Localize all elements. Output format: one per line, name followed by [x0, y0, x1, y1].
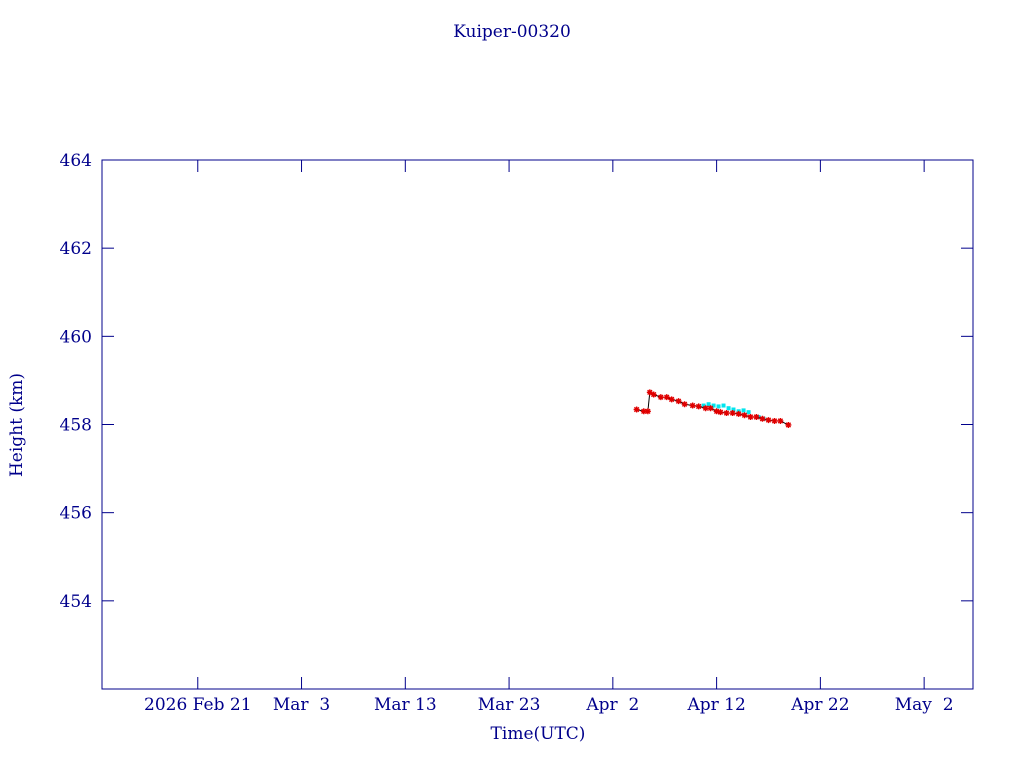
- data-point: [668, 396, 675, 403]
- x-axis-label: Time(UTC): [491, 724, 586, 744]
- data-point: [765, 417, 772, 424]
- data-point: [706, 402, 711, 407]
- x-tick-label: Mar 13: [374, 695, 437, 715]
- y-tick-label: 464: [60, 151, 92, 171]
- x-tick-label: Apr 12: [686, 695, 745, 715]
- data-point: [695, 403, 702, 410]
- data-point: [777, 417, 784, 424]
- data-point: [735, 410, 742, 417]
- data-point: [741, 412, 748, 419]
- data-point: [646, 389, 653, 396]
- data-point: [716, 404, 721, 409]
- y-tick-label: 456: [60, 504, 92, 524]
- data-point: [731, 407, 736, 412]
- x-tick-label: 2026 Feb 21: [144, 695, 252, 715]
- chart-title: Kuiper-00320: [453, 22, 571, 42]
- data-point: [753, 414, 760, 421]
- data-point: [702, 405, 709, 412]
- y-tick-label: 460: [60, 327, 92, 347]
- x-tick-label: Mar 3: [273, 695, 330, 715]
- data-point: [729, 410, 736, 417]
- data-point: [741, 408, 746, 413]
- data-point: [785, 421, 792, 428]
- data-point: [726, 406, 731, 411]
- data-point: [675, 398, 682, 405]
- data-point: [663, 394, 670, 401]
- y-tick-label: 458: [60, 416, 92, 436]
- y-tick-label: 454: [60, 592, 92, 612]
- data-point: [650, 391, 657, 398]
- data-point: [711, 403, 716, 408]
- y-axis-label: Height (km): [7, 373, 27, 477]
- data-point: [759, 415, 766, 422]
- x-tick-label: Apr 22: [790, 695, 849, 715]
- data-point: [721, 403, 726, 408]
- y-tick-label: 462: [60, 239, 92, 259]
- data-point: [681, 401, 688, 408]
- data-point: [644, 408, 651, 415]
- x-tick-label: May 2: [895, 695, 954, 715]
- data-point: [701, 403, 706, 408]
- data-point: [747, 414, 754, 421]
- x-tick-label: Apr 2: [585, 695, 639, 715]
- data-point: [707, 405, 714, 412]
- data-point: [771, 417, 778, 424]
- data-point: [657, 394, 664, 401]
- data-point: [723, 410, 730, 417]
- data-point: [746, 410, 751, 415]
- data-point: [640, 408, 647, 415]
- data-point: [717, 409, 724, 416]
- x-tick-label: Mar 23: [478, 695, 541, 715]
- data-point: [713, 408, 720, 415]
- plot-frame: [101, 159, 974, 690]
- data-point: [689, 402, 696, 409]
- data-point: [633, 406, 640, 413]
